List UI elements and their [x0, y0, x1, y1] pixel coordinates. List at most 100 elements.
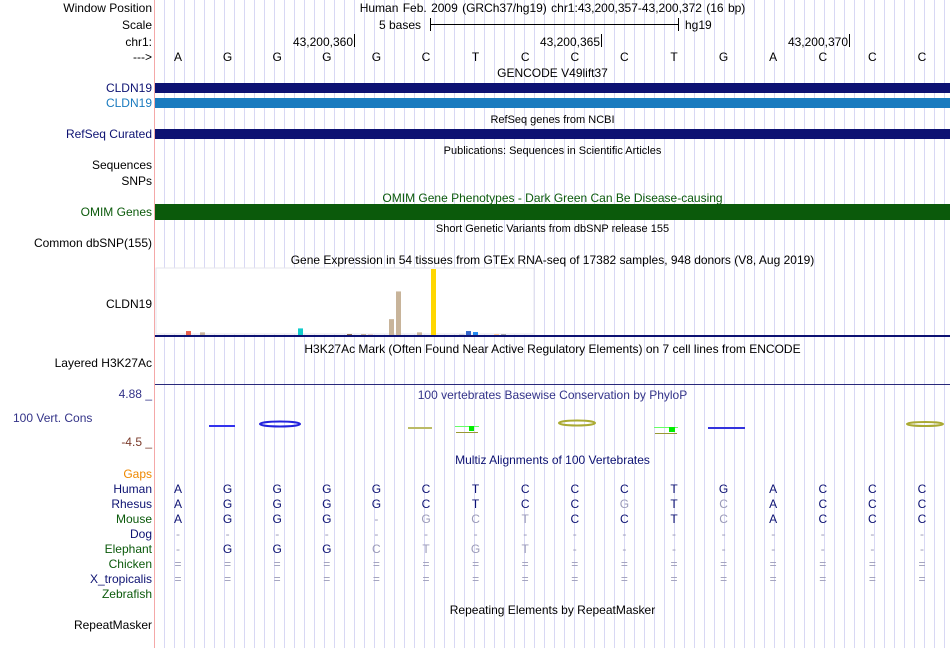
h3k27ac-label[interactable]: Layered H3K27Ac — [54, 356, 152, 370]
gtex-tissue-bar[interactable] — [396, 291, 401, 335]
dbsnp-label[interactable]: Common dbSNP(155) — [33, 236, 152, 250]
gtex-label[interactable]: CLDN19 — [105, 297, 152, 311]
gtex-tissue-bar[interactable] — [494, 334, 499, 335]
aligned-base: A — [173, 512, 182, 526]
refseq-gene-bar[interactable] — [155, 129, 950, 139]
aligned-base: C — [719, 512, 728, 526]
phylop-mark — [558, 419, 596, 427]
aligned-base: = — [571, 557, 579, 571]
gencode-item-label[interactable]: CLDN19 — [105, 96, 152, 110]
aligned-base: = — [868, 557, 876, 571]
phylop-mark — [906, 421, 944, 427]
scale-bar — [430, 24, 678, 25]
base: C — [520, 50, 530, 64]
gtex-chart[interactable] — [155, 266, 950, 338]
phylop-mark — [456, 432, 478, 433]
gtex-chart-box — [155, 267, 535, 335]
snps-label[interactable]: SNPs — [121, 174, 152, 188]
gencode-gene-bar[interactable] — [155, 98, 950, 108]
phylop-mark — [655, 433, 677, 434]
position-text: Human Feb. 2009 (GRCh37/hg19) chr1:43,20… — [359, 1, 746, 15]
species-label[interactable]: Zebrafish — [101, 587, 152, 601]
base: G — [371, 50, 382, 64]
gtex-tissue-bar[interactable] — [368, 334, 373, 335]
gencode-title: GENCODE V49lift37 — [497, 66, 608, 80]
gtex-tissue-bar[interactable] — [389, 319, 394, 335]
omim-gene-bar[interactable] — [155, 204, 950, 220]
gtex-tissue-bar[interactable] — [501, 334, 506, 335]
aligned-base: C — [868, 482, 877, 496]
species-label[interactable]: Mouse — [115, 512, 152, 526]
aligned-base: - — [473, 527, 478, 541]
gencode-item-label[interactable]: CLDN19 — [105, 81, 152, 95]
gtex-tissue-bar[interactable] — [417, 332, 422, 335]
aligned-base: = — [174, 557, 182, 571]
base: G — [322, 50, 332, 64]
h3k27ac-title: H3K27Ac Mark (Often Found Near Active Re… — [304, 342, 801, 356]
aligned-base: = — [670, 572, 678, 586]
gtex-tissue-bar[interactable] — [347, 334, 352, 335]
refseq-label[interactable]: RefSeq Curated — [65, 127, 152, 141]
gtex-tissue-bar[interactable] — [431, 269, 436, 335]
aligned-base: = — [769, 557, 777, 571]
aligned-base: = — [571, 572, 579, 586]
aligned-base: A — [769, 482, 778, 496]
multiz-title: Multiz Alignments of 100 Vertebrates — [455, 453, 650, 467]
base: A — [769, 50, 778, 64]
base: C — [570, 50, 580, 64]
aligned-base: = — [670, 557, 678, 571]
aligned-base: = — [372, 572, 380, 586]
aligned-base: G — [718, 482, 729, 496]
phylop-mark — [669, 427, 675, 432]
gtex-tissue-bar[interactable] — [466, 331, 471, 335]
aligned-base: G — [322, 542, 332, 556]
aligned-base: C — [719, 497, 728, 511]
species-label[interactable]: Chicken — [108, 557, 152, 571]
species-label[interactable]: Dog — [129, 527, 152, 541]
phylop-label[interactable]: 100 Vert. Cons — [13, 411, 93, 425]
coord-tick — [849, 34, 850, 47]
omim-title: OMIM Gene Phenotypes - Dark Green Can Be… — [382, 191, 723, 205]
aligned-base: G — [421, 512, 431, 526]
aligned-base: = — [472, 572, 480, 586]
gaps-label[interactable]: Gaps — [123, 467, 152, 481]
repeatmasker-label[interactable]: RepeatMasker — [73, 618, 152, 632]
scale-assembly: hg19 — [685, 18, 712, 32]
gtex-tissue-bar[interactable] — [361, 334, 366, 335]
aligned-base: G — [222, 482, 233, 496]
aligned-base: G — [272, 512, 282, 526]
phylop-min: -4.5 _ — [121, 435, 152, 449]
gtex-tissue-bar[interactable] — [186, 331, 191, 335]
strand-label: ---> — [133, 50, 152, 64]
gtex-tissue-bar[interactable] — [200, 332, 205, 335]
aligned-base: = — [720, 557, 728, 571]
aligned-base: C — [620, 512, 629, 526]
base: A — [173, 50, 182, 64]
gtex-tissue-bar[interactable] — [473, 332, 478, 335]
aligned-base: = — [918, 572, 926, 586]
species-label[interactable]: Rhesus — [111, 497, 152, 511]
chrom-label: chr1: — [125, 35, 152, 49]
aligned-base: C — [917, 482, 927, 496]
species-label[interactable]: Elephant — [104, 542, 152, 556]
species-label[interactable]: X_tropicalis — [89, 572, 152, 586]
aligned-base: - — [572, 527, 577, 541]
aligned-base: T — [521, 542, 529, 556]
coord-tick — [601, 34, 602, 47]
gencode-gene-bar[interactable] — [155, 83, 950, 93]
publications-title: Publications: Sequences in Scientific Ar… — [443, 145, 662, 157]
gtex-tissue-bar[interactable] — [459, 334, 464, 335]
aligned-base: = — [422, 572, 430, 586]
species-label[interactable]: Human — [113, 482, 152, 496]
aligned-base: - — [870, 527, 875, 541]
gtex-tissue-bar[interactable] — [298, 328, 303, 335]
aligned-base: G — [222, 497, 233, 511]
aligned-base: C — [421, 497, 431, 511]
sequences-label[interactable]: Sequences — [91, 158, 152, 172]
omim-label[interactable]: OMIM Genes — [80, 205, 152, 219]
aligned-base: T — [670, 482, 678, 496]
aligned-base: - — [424, 527, 428, 541]
aligned-base: = — [323, 557, 331, 571]
phylop-graph[interactable] — [155, 400, 950, 450]
